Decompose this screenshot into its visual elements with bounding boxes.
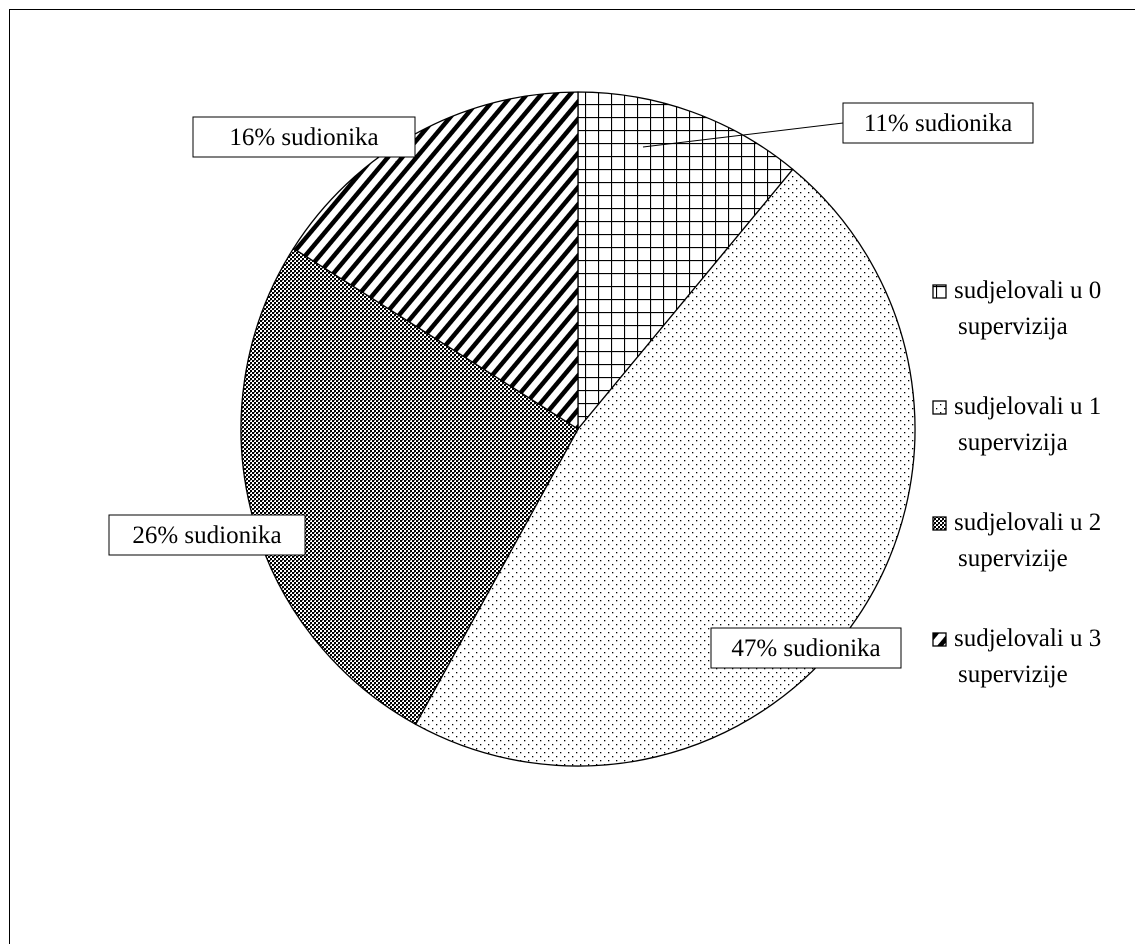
legend-swatch xyxy=(932,400,947,415)
legend-item-2: sudjelovali u 1 supervizija xyxy=(932,393,1101,456)
legend-item-3: sudjelovali u 2 supervizije xyxy=(932,509,1101,572)
data-label-box xyxy=(710,627,902,669)
data-label-box xyxy=(108,514,306,556)
legend-text: sudjelovali u 3 xyxy=(954,625,1101,652)
legend-text: supervizije xyxy=(958,545,1068,572)
legend-text: sudjelovali u 0 xyxy=(954,277,1101,304)
pie-slice-sudjelovali-u-3-supervizije xyxy=(292,91,579,431)
data-label-text: 11% sudionika xyxy=(864,110,1012,137)
data-label-text: 26% sudionika xyxy=(132,522,281,549)
data-labels: 11% sudionika 47% sudionika 26% sudionika 1… xyxy=(108,102,1034,669)
legend-text: supervizija xyxy=(958,313,1068,340)
legend-swatch xyxy=(932,284,947,299)
pie-slice-sudjelovali-u-1-supervizija xyxy=(414,168,916,767)
data-label-text: 16% sudionika xyxy=(229,124,378,151)
legend-text: sudjelovali u 2 xyxy=(954,509,1101,536)
legend-swatch xyxy=(932,632,947,647)
pie-slices xyxy=(240,91,916,767)
legend-item-4: sudjelovali u 3 supervizije xyxy=(932,625,1101,688)
data-label-box xyxy=(192,116,416,158)
pie-slice-sudjelovali-u-0-supervizija xyxy=(577,91,794,431)
legend-item-1: sudjelovali u 0 supervizija xyxy=(932,277,1101,340)
data-label-2: 47% sudionika xyxy=(710,627,902,669)
data-label-4: 16% sudionika xyxy=(192,116,416,158)
legend-text: supervizije xyxy=(958,661,1068,688)
leader-line xyxy=(642,122,844,148)
legend-swatch xyxy=(932,516,947,531)
data-label-1: 11% sudionika xyxy=(842,102,1034,144)
pie-slice-sudjelovali-u-2-supervizije xyxy=(240,247,579,726)
data-label-3: 26% sudionika xyxy=(108,514,306,556)
legend-text: sudjelovali u 1 xyxy=(954,393,1101,420)
data-label-box xyxy=(842,102,1034,144)
legend-text: supervizija xyxy=(958,429,1068,456)
leader-lines xyxy=(642,122,844,148)
data-label-text: 47% sudionika xyxy=(731,635,880,662)
